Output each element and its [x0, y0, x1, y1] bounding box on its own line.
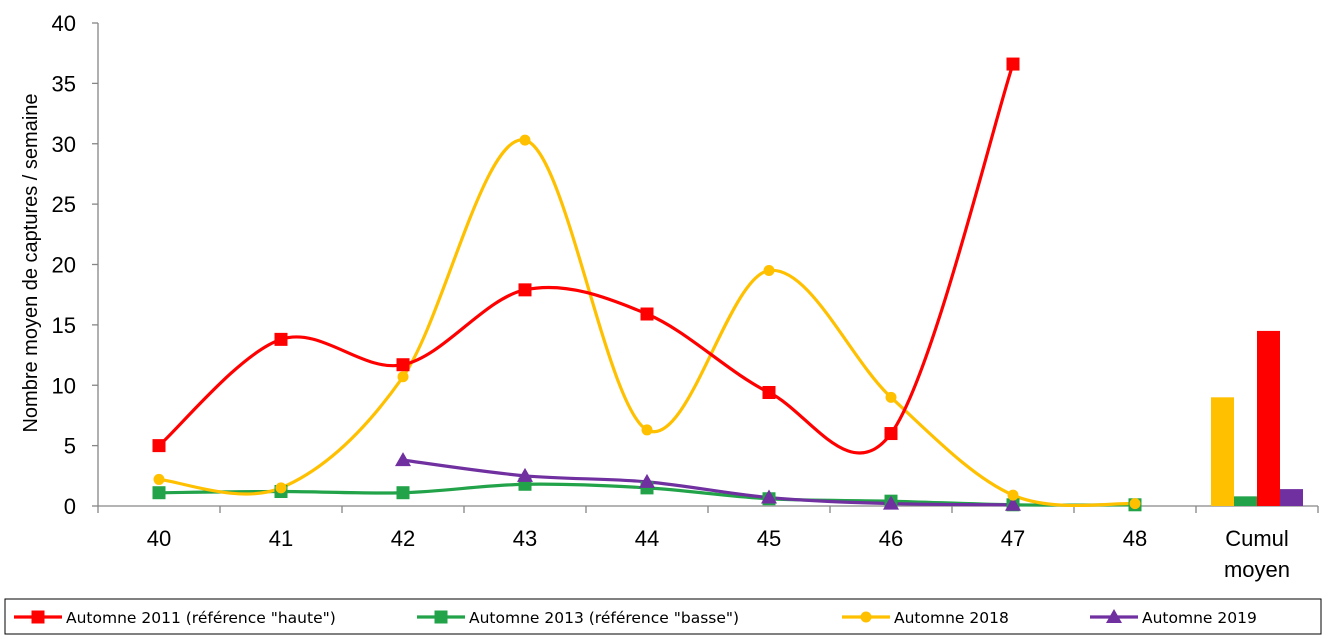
cumul-bar: [1234, 496, 1257, 506]
y-tick-label: 25: [52, 192, 76, 217]
series-point: [639, 473, 655, 488]
legend-marker: [1106, 609, 1122, 623]
y-axis-title: Nombre moyen de captures / semaine: [20, 93, 42, 432]
cumul-bars: [1211, 330, 1303, 506]
y-tick-label: 10: [52, 373, 76, 398]
series-line: [402, 458, 1014, 507]
x-tick-label: 45: [757, 526, 781, 551]
legend-label: Automne 2011 (référence "haute"): [66, 609, 336, 627]
y-tick-label: 15: [52, 313, 76, 338]
x-tick-label: 40: [147, 526, 171, 551]
series-lines: [157, 63, 1136, 508]
series-point: [152, 486, 166, 500]
legend-marker: [434, 610, 448, 624]
x-tick-label: 43: [513, 526, 537, 551]
legend-label: Automne 2019: [1142, 609, 1257, 627]
legend-marker: [860, 611, 872, 623]
y-tick-label: 30: [52, 132, 76, 157]
series-point: [763, 265, 775, 277]
x-tick-label-cumul: Cumul: [1225, 526, 1289, 551]
series-line: [157, 63, 1015, 455]
legend: Automne 2011 (référence "haute") Automne …: [4, 598, 1322, 635]
x-tick-label: 46: [879, 526, 903, 551]
series-markers: [152, 57, 1142, 512]
series-point: [517, 467, 533, 482]
x-ticks: [97, 506, 1319, 513]
y-tick-label: 0: [64, 494, 76, 519]
y-ticks: 0 5 10 15 20 25 30 35 40: [52, 11, 98, 519]
x-tick-label: 48: [1123, 526, 1147, 551]
series-point: [762, 385, 776, 399]
series-point: [397, 371, 409, 383]
y-tick-label: 35: [52, 71, 76, 96]
series-point: [761, 489, 777, 504]
y-tick-label: 20: [52, 253, 76, 278]
series-line: [158, 138, 1136, 508]
x-tick-label-cumul: moyen: [1224, 557, 1290, 582]
series-point: [1129, 498, 1141, 510]
x-tick-label: 44: [635, 526, 659, 551]
series-point: [1007, 489, 1019, 501]
plot-area: 0 5 10 15 20 25 30 35 40: [52, 11, 1319, 519]
series-point: [1006, 57, 1020, 71]
legend-label: Automne 2013 (référence "basse"): [469, 609, 739, 627]
y-tick-label: 40: [52, 11, 76, 36]
x-tick-labels: 40 41 42 43 44 45 46 47 48 Cumul moyen: [147, 526, 1290, 582]
series-point: [275, 482, 287, 494]
series-point: [883, 495, 899, 510]
legend-label: Automne 2018: [894, 609, 1009, 627]
x-tick-label: 41: [269, 526, 293, 551]
series-point: [519, 134, 531, 146]
series-point: [640, 307, 654, 321]
series-point: [395, 452, 411, 467]
legend-marker: [31, 610, 45, 624]
x-tick-label: 47: [1001, 526, 1025, 551]
series-point: [152, 439, 166, 453]
x-tick-label: 42: [391, 526, 415, 551]
series-point: [884, 427, 898, 441]
series-point: [396, 486, 410, 500]
series-point: [518, 283, 532, 297]
series-point: [885, 391, 897, 403]
series-point: [1005, 496, 1021, 511]
cumul-bar: [1257, 330, 1280, 506]
series-point: [274, 332, 288, 346]
cumul-bar: [1211, 397, 1234, 506]
cumul-bar: [1280, 489, 1303, 506]
y-tick-label: 5: [64, 434, 76, 459]
series-point: [396, 358, 410, 372]
series-point: [153, 473, 165, 485]
series-point: [641, 424, 653, 436]
